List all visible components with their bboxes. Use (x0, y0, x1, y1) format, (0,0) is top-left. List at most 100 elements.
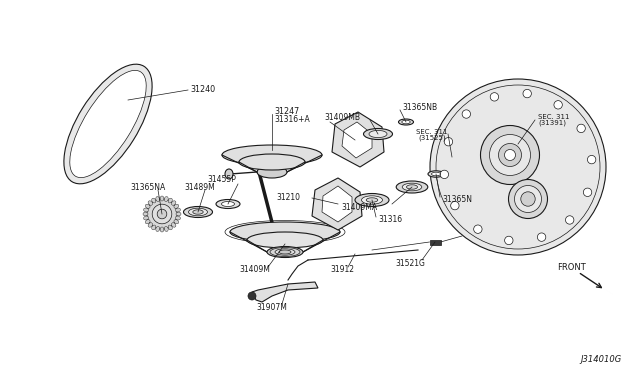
Ellipse shape (143, 208, 148, 212)
Ellipse shape (160, 227, 164, 232)
Ellipse shape (70, 70, 146, 177)
Circle shape (451, 201, 459, 210)
Circle shape (504, 236, 513, 245)
Ellipse shape (216, 199, 240, 208)
Ellipse shape (164, 196, 168, 202)
Text: 31316: 31316 (378, 215, 402, 224)
Ellipse shape (152, 225, 156, 230)
Ellipse shape (230, 222, 340, 242)
Ellipse shape (148, 223, 152, 227)
Ellipse shape (189, 208, 207, 216)
Ellipse shape (402, 183, 422, 191)
Text: 31247: 31247 (274, 108, 300, 116)
Circle shape (462, 110, 470, 118)
Ellipse shape (168, 198, 172, 203)
Circle shape (248, 292, 256, 300)
Ellipse shape (396, 181, 428, 193)
Ellipse shape (143, 212, 148, 216)
Text: 31365NA: 31365NA (131, 183, 166, 192)
Ellipse shape (164, 227, 168, 231)
Text: 31912: 31912 (330, 266, 354, 275)
Circle shape (147, 199, 177, 229)
Ellipse shape (247, 232, 323, 248)
Ellipse shape (143, 216, 148, 220)
Circle shape (481, 125, 540, 185)
Text: 31409MA: 31409MA (342, 202, 378, 212)
Ellipse shape (172, 201, 176, 205)
Ellipse shape (369, 131, 387, 138)
Ellipse shape (174, 204, 179, 208)
Circle shape (515, 186, 541, 212)
Text: 31365N: 31365N (442, 195, 472, 203)
Text: 31907M: 31907M (257, 302, 287, 311)
Ellipse shape (175, 216, 180, 220)
Text: FRONT: FRONT (557, 263, 586, 272)
Ellipse shape (364, 128, 392, 140)
Circle shape (440, 170, 449, 179)
Ellipse shape (267, 247, 303, 257)
Ellipse shape (148, 201, 152, 205)
Circle shape (566, 216, 574, 224)
Circle shape (157, 209, 167, 219)
Ellipse shape (156, 227, 159, 231)
Text: J314010G: J314010G (580, 356, 622, 365)
Text: 31365NB: 31365NB (402, 103, 437, 112)
Ellipse shape (402, 120, 410, 124)
Polygon shape (322, 186, 352, 222)
Circle shape (490, 135, 531, 176)
Ellipse shape (428, 171, 444, 177)
Circle shape (499, 144, 522, 167)
Circle shape (521, 192, 535, 206)
Circle shape (474, 225, 482, 233)
Ellipse shape (366, 198, 378, 202)
Ellipse shape (225, 169, 233, 179)
Ellipse shape (399, 119, 413, 125)
Circle shape (583, 188, 592, 196)
Ellipse shape (193, 210, 204, 214)
Circle shape (509, 180, 547, 218)
Text: 31240: 31240 (190, 86, 215, 94)
Circle shape (588, 155, 596, 164)
Polygon shape (342, 122, 372, 158)
Circle shape (538, 233, 546, 241)
Circle shape (152, 204, 172, 224)
Bar (429, 240, 440, 244)
Ellipse shape (172, 223, 176, 227)
Ellipse shape (64, 64, 152, 184)
Ellipse shape (431, 172, 440, 176)
Text: 31521G: 31521G (395, 259, 425, 267)
Text: 31316+A: 31316+A (275, 115, 310, 125)
Circle shape (490, 93, 499, 101)
Ellipse shape (362, 196, 383, 204)
Ellipse shape (174, 220, 179, 224)
Ellipse shape (160, 196, 164, 201)
Text: (31391): (31391) (538, 120, 566, 126)
Ellipse shape (270, 247, 300, 257)
Text: (31525): (31525) (418, 135, 446, 141)
Text: SEC. 311: SEC. 311 (416, 129, 448, 135)
Text: 31489M: 31489M (184, 183, 216, 192)
Ellipse shape (239, 154, 305, 170)
Ellipse shape (152, 198, 156, 203)
Ellipse shape (275, 249, 295, 255)
Text: 31409M: 31409M (239, 266, 271, 275)
Ellipse shape (156, 196, 159, 202)
Circle shape (554, 101, 563, 109)
Ellipse shape (279, 250, 291, 254)
Text: SEC. 311: SEC. 311 (538, 114, 570, 120)
Circle shape (577, 124, 586, 132)
Ellipse shape (176, 212, 181, 216)
Ellipse shape (175, 208, 180, 212)
Ellipse shape (221, 202, 234, 206)
Circle shape (504, 150, 515, 160)
Circle shape (430, 79, 606, 255)
Text: 31409MB: 31409MB (324, 112, 360, 122)
Ellipse shape (145, 204, 150, 208)
Ellipse shape (406, 185, 417, 189)
Ellipse shape (222, 145, 322, 165)
Polygon shape (332, 112, 384, 167)
Circle shape (523, 89, 531, 98)
Circle shape (444, 138, 452, 146)
Ellipse shape (184, 206, 212, 218)
Ellipse shape (355, 193, 389, 206)
